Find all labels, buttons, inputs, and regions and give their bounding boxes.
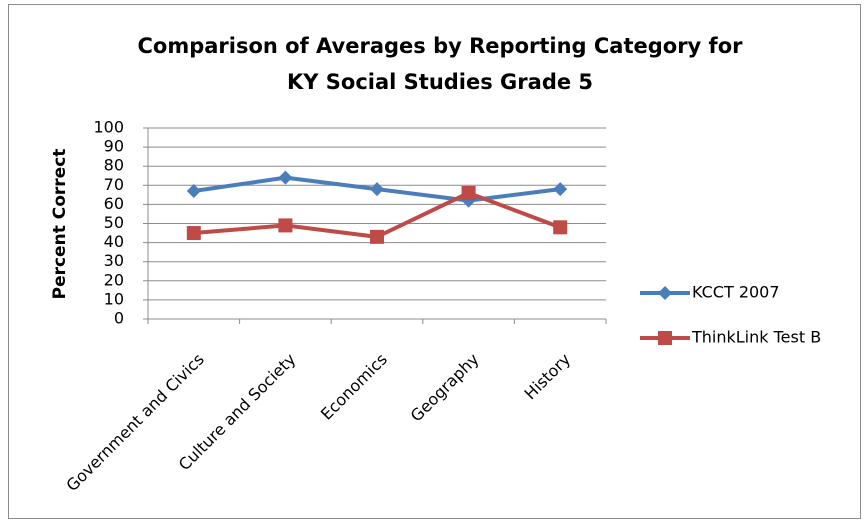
chart-title: KY Social Studies Grade 5: [287, 70, 593, 94]
y-axis-label: Percent Correct: [50, 149, 70, 300]
y-tick-label: 30: [104, 251, 124, 270]
y-tick-label: 80: [104, 156, 124, 175]
marker: [186, 226, 201, 241]
marker: [370, 182, 384, 197]
legend-label: ThinkLink Test B: [691, 328, 821, 347]
y-tick-label: 90: [104, 137, 124, 156]
marker: [278, 170, 293, 185]
marker: [370, 229, 384, 244]
y-tick-label: 50: [104, 213, 124, 232]
marker: [461, 185, 476, 200]
legend-marker: [658, 286, 672, 300]
y-tick-label: 10: [104, 289, 124, 308]
legend-marker: [658, 331, 672, 345]
marker: [553, 220, 568, 235]
y-tick-label: 70: [104, 175, 124, 194]
marker: [186, 184, 201, 199]
y-tick-label: 40: [104, 232, 124, 251]
legend-label: KCCT 2007: [692, 283, 780, 302]
marker: [278, 218, 293, 233]
y-tick-label: 100: [93, 118, 124, 137]
y-tick-label: 60: [104, 194, 124, 213]
y-tick-label: 20: [104, 270, 124, 289]
y-tick-label: 0: [114, 309, 124, 328]
marker: [553, 182, 568, 197]
chart-title: Comparison of Averages by Reporting Cate…: [138, 34, 744, 58]
